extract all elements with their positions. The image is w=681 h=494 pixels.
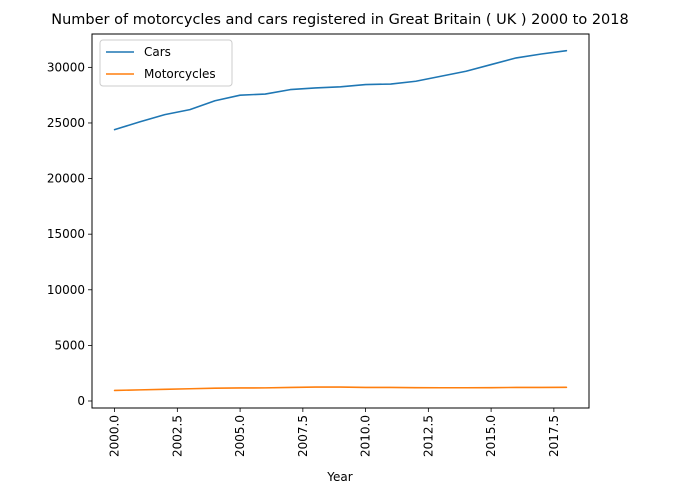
y-tick-label: 20000 xyxy=(47,172,85,186)
y-tick-label: 25000 xyxy=(47,116,85,130)
x-axis: 2000.0 2002.5 2005.0 2007.5 2010.0 2012.5 2015… xyxy=(108,408,561,457)
series-line-cars xyxy=(113,49,568,131)
y-axis: 0 5000 10000 15000 20000 25000 30000 xyxy=(47,60,92,408)
x-tick-label: 2017.5 xyxy=(547,415,561,457)
legend-label-cars: Cars xyxy=(144,45,171,59)
y-tick-label: 5000 xyxy=(54,338,85,352)
chart-title: Number of motorcycles and cars registere… xyxy=(51,12,628,28)
plot-area xyxy=(113,49,568,392)
axes-frame xyxy=(91,33,590,409)
y-tick-label: 10000 xyxy=(47,283,85,297)
x-tick-label: 2015.0 xyxy=(484,415,498,457)
x-tick-label: 2002.5 xyxy=(170,415,184,457)
series-line-motorcycles xyxy=(113,386,568,392)
x-tick-label: 2000.0 xyxy=(108,415,122,457)
y-tick-label: 0 xyxy=(77,394,85,408)
legend: Cars Motorcycles xyxy=(99,39,233,87)
y-tick-label: 30000 xyxy=(47,60,85,74)
x-tick-label: 2007.5 xyxy=(296,415,310,457)
y-tick-label: 15000 xyxy=(47,227,85,241)
x-tick-label: 2012.5 xyxy=(421,415,435,457)
x-axis-label: Year xyxy=(326,470,352,484)
x-tick-label: 2010.0 xyxy=(359,415,373,457)
legend-label-motorcycles: Motorcycles xyxy=(144,67,216,81)
x-tick-label: 2005.0 xyxy=(233,415,247,457)
